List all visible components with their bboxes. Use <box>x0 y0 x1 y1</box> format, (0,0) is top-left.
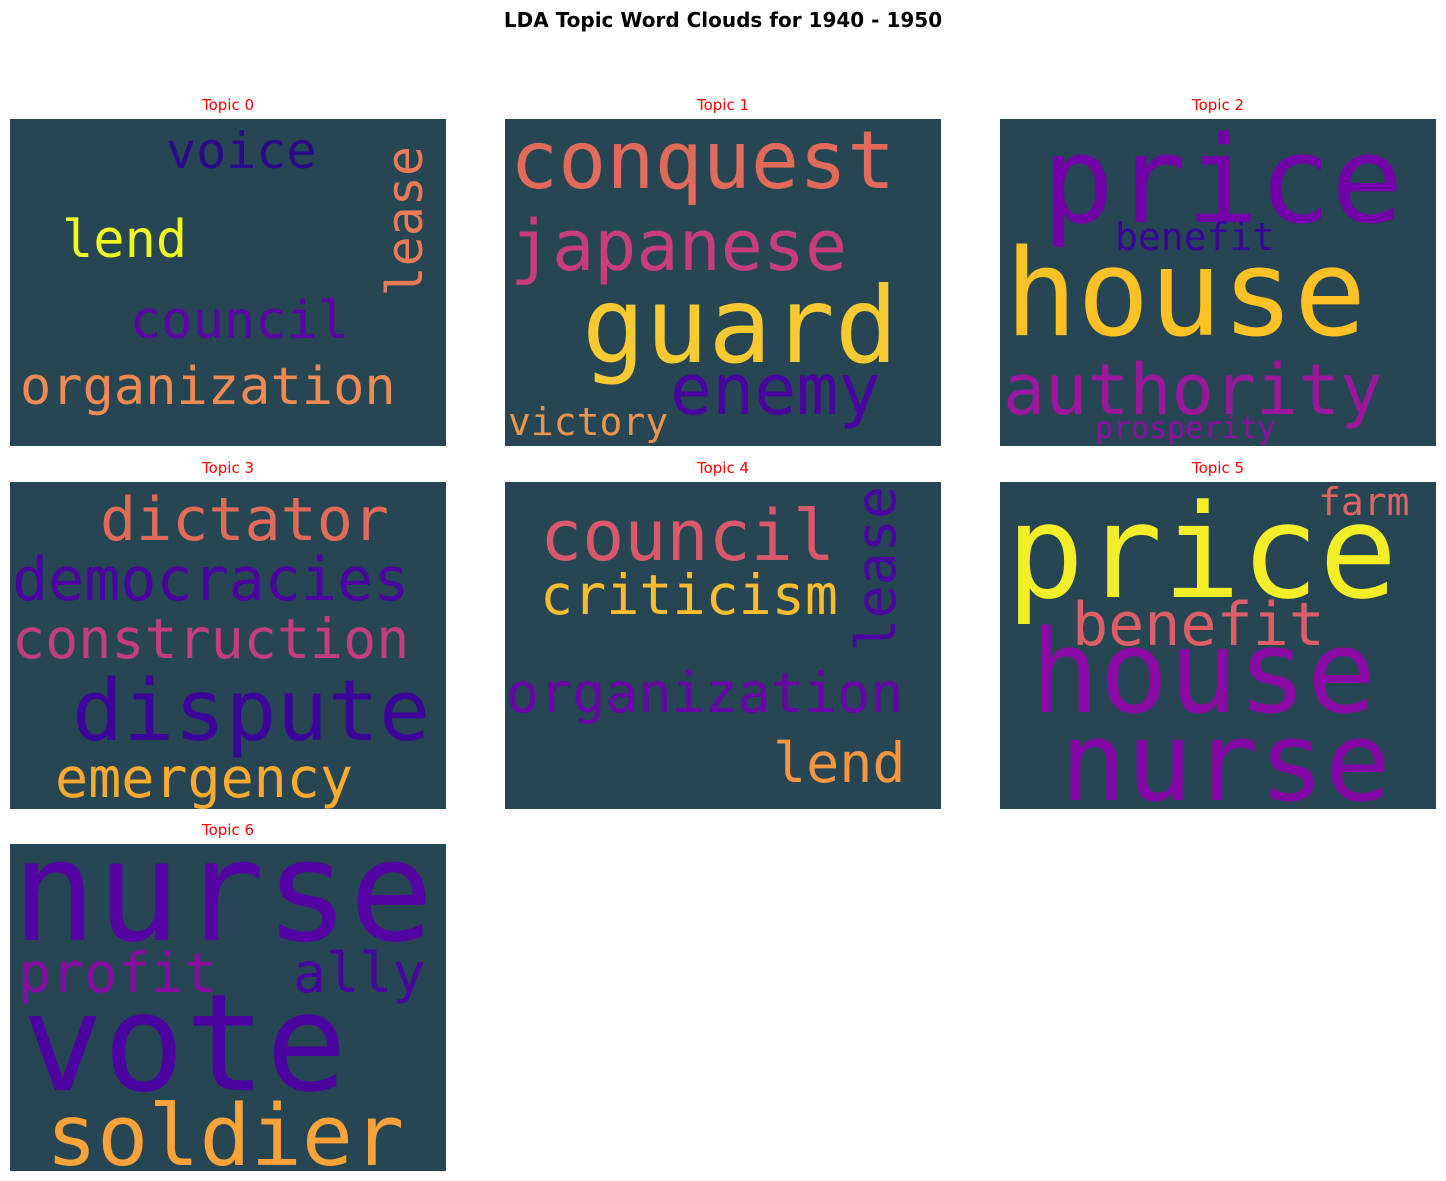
word-enemy: enemy <box>670 349 881 431</box>
topic-title-1: Topic 1 <box>696 96 750 114</box>
word-cloud-svg-3: dictatordemocraciesconstructiondisputeem… <box>12 485 430 809</box>
word-criticism: criticism <box>540 563 838 627</box>
word-farm: farm <box>1318 482 1410 524</box>
word-nurse: nurse <box>1060 698 1391 809</box>
word-council: council <box>540 495 835 577</box>
topic-title-3: Topic 3 <box>201 459 255 477</box>
word-price: price <box>1006 482 1397 628</box>
word-cloud-topic-0: voice lease lend council organization <box>10 119 446 446</box>
word-cloud-topic-6: nurse profit ally vote soldier <box>10 844 446 1171</box>
word-dispute: dispute <box>72 662 430 761</box>
word-lend: lend <box>62 210 187 270</box>
word-dictator: dictator <box>100 485 389 555</box>
word-victory: victory <box>508 400 668 444</box>
word-benefit: benefit <box>1115 215 1275 259</box>
word-guard: guard <box>582 265 898 387</box>
word-organization: organization <box>20 357 396 417</box>
word-construction: construction <box>12 607 409 671</box>
word-cloud-topic-1: conquest japanese guard enemy victory <box>505 119 941 446</box>
word-nurse: nurse <box>12 844 433 974</box>
word-benefit: benefit <box>1072 590 1325 660</box>
topic-title-2: Topic 2 <box>1191 96 1245 114</box>
word-lend: lend <box>773 731 905 795</box>
word-council: council <box>130 291 349 351</box>
topic-title-6: Topic 6 <box>201 821 255 839</box>
word-emergency: emergency <box>55 746 353 809</box>
word-soldier: soldier <box>46 1087 404 1171</box>
word-lease: lease <box>376 146 434 297</box>
word-voice: voice <box>166 122 317 180</box>
word-organization: organization <box>506 661 903 725</box>
word-conquest: conquest <box>510 119 895 207</box>
word-price: price <box>1042 119 1403 251</box>
word-cloud-topic-5: price farm benefit house nurse <box>1000 482 1436 809</box>
word-house: house <box>1005 225 1366 364</box>
topic-title-5: Topic 5 <box>1191 459 1245 477</box>
word-authority: authority <box>1003 349 1382 431</box>
word-japanese: japanese <box>510 205 847 287</box>
word-house: house <box>1030 606 1376 740</box>
word-democracies: democracies <box>12 545 409 615</box>
word-cloud-topic-3: dictator democracies construction dispute em… <box>10 482 446 809</box>
topic-title-4: Topic 4 <box>696 459 750 477</box>
figure-title: LDA Topic Word Clouds for 1940 - 1950 <box>503 8 943 32</box>
word-ally: ally <box>293 941 425 1005</box>
word-vote: vote <box>22 965 347 1122</box>
word-profit: profit <box>18 941 217 1005</box>
topic-title-0: Topic 0 <box>201 96 255 114</box>
word-cloud-topic-2: price benefit house authority prosperity <box>1000 119 1436 446</box>
word-prosperity: prosperity <box>1095 411 1276 446</box>
word-cloud-topic-4: council lease criticism organization lend <box>505 482 941 809</box>
word-lease: lease <box>844 486 908 652</box>
